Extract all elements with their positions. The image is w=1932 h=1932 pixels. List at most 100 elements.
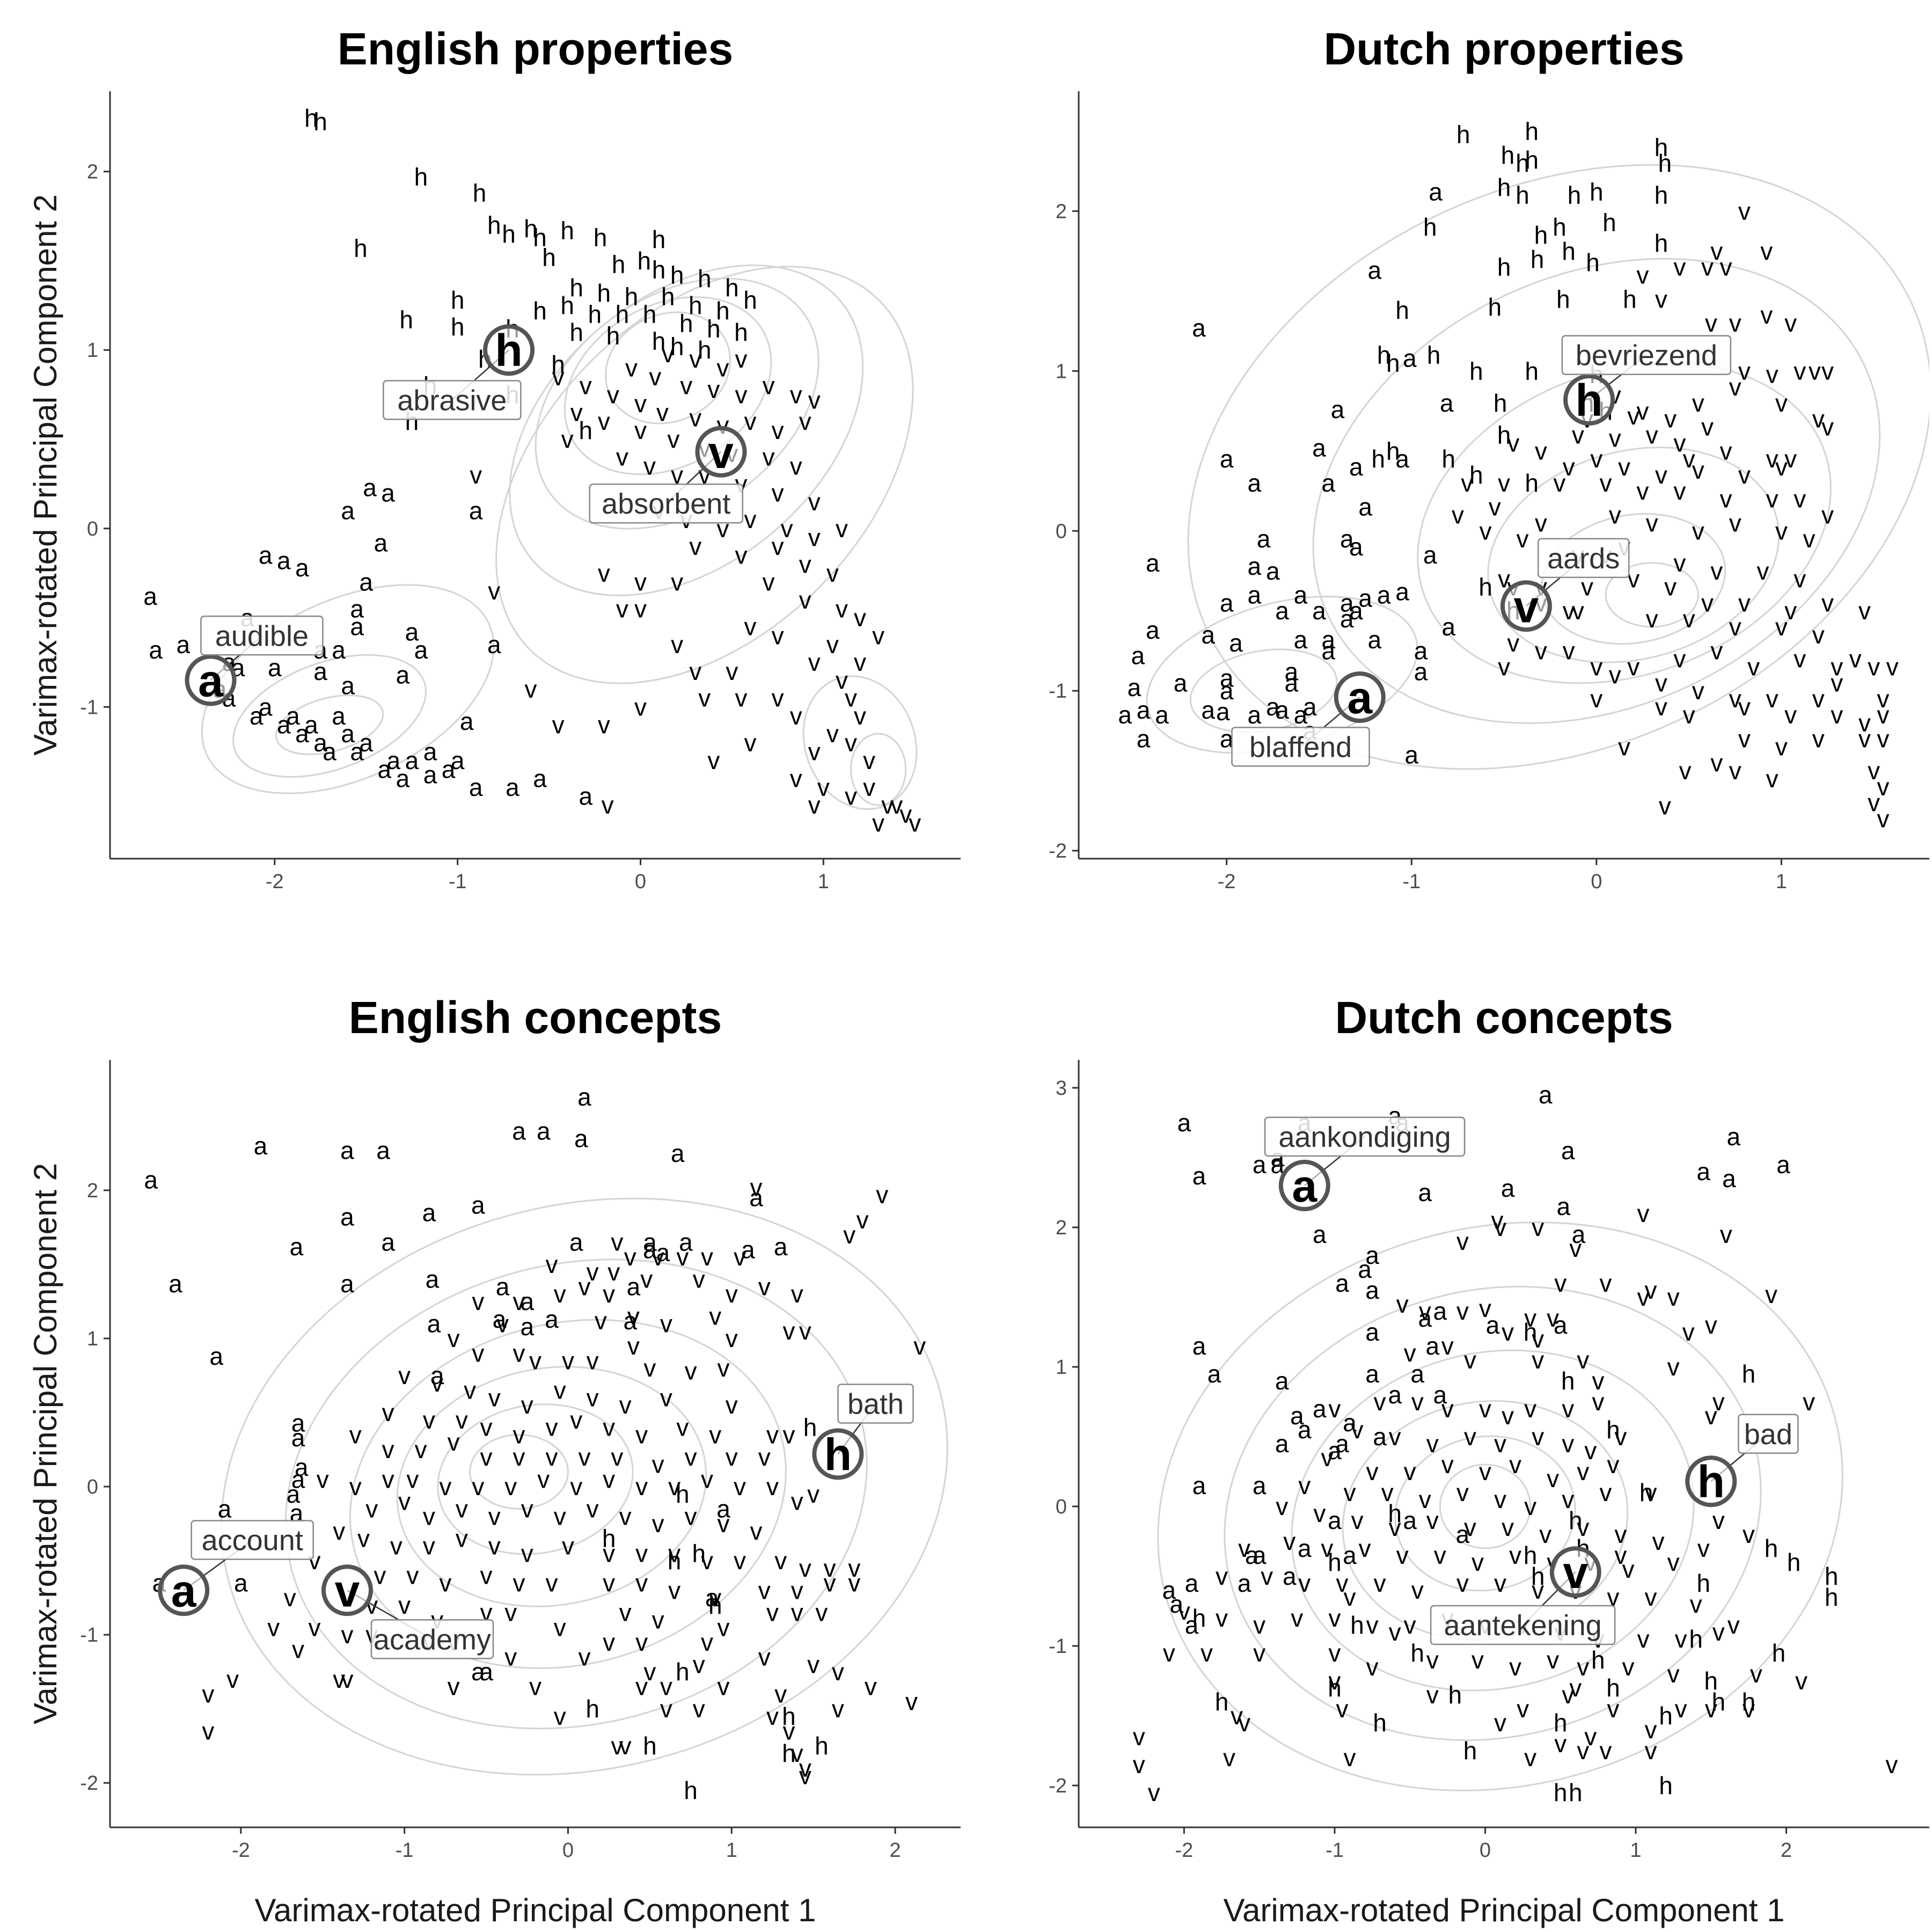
density-contour <box>396 1366 707 1607</box>
highlight-letter: h <box>495 325 522 376</box>
scatter-point-v: v <box>1683 701 1695 729</box>
scatter-point-v: v <box>790 380 802 408</box>
scatter-point-v: v <box>799 550 811 578</box>
scatter-point-v: v <box>668 1576 680 1604</box>
scatter-point-a: a <box>291 1424 305 1452</box>
y-axis-title: Varimax-rotated Principal Component 2 <box>27 1163 63 1724</box>
scatter-point-v: v <box>845 684 857 712</box>
scatter-point-v: v <box>1507 629 1519 657</box>
highlight-ring <box>1549 1546 1601 1598</box>
highlight-ring <box>158 1564 210 1616</box>
scatter-point-v: v <box>734 1473 746 1501</box>
scatter-point-v: v <box>1794 357 1806 385</box>
scatter-point-a: a <box>1441 613 1455 641</box>
scatter-point-h: h <box>560 291 574 319</box>
scatter-point-h: h <box>679 309 693 337</box>
scatter-point-a: a <box>277 711 291 739</box>
scatter-point-v: v <box>1757 557 1769 585</box>
scatter-point-v: v <box>1238 1709 1250 1737</box>
scatter-point-v: v <box>726 1280 738 1308</box>
scatter-point-v: v <box>431 1369 443 1397</box>
scatter-point-a: a <box>1403 345 1417 372</box>
scatter-point-a: a <box>377 756 391 784</box>
scatter-point-v: v <box>807 1480 819 1508</box>
scatter-point-a: a <box>286 702 300 730</box>
scatter-point-v: v <box>365 1495 378 1523</box>
scatter-point-v: v <box>1705 1402 1717 1430</box>
highlight-ring <box>695 426 747 478</box>
scatter-point-v: v <box>1524 1395 1536 1423</box>
scatter-point-h: h <box>588 301 602 328</box>
scatter-point-a: a <box>1456 1520 1470 1548</box>
scatter-point-a: a <box>1275 1430 1289 1458</box>
scatter-point-v: v <box>1590 685 1602 713</box>
scatter-point-v: v <box>1659 792 1671 820</box>
scatter-point-v: v <box>848 1569 860 1597</box>
scatter-point-a: a <box>1128 674 1141 701</box>
scatter-point-v: v <box>545 1443 558 1471</box>
scatter-point-v: v <box>1569 1234 1582 1262</box>
scatter-point-v: v <box>1738 197 1751 225</box>
y-tick-label: -1 <box>80 1624 98 1646</box>
scatter-point-h: h <box>1497 253 1511 281</box>
scatter-point-v: v <box>1692 389 1704 417</box>
scatter-point-v: v <box>513 1421 525 1448</box>
scatter-point-v: v <box>689 345 701 373</box>
scatter-point-v: v <box>1812 725 1825 753</box>
scatter-point-v: v <box>763 443 775 471</box>
scatter-point-v: v <box>726 1391 738 1419</box>
scatter-point-v: v <box>1434 1541 1446 1569</box>
scatter-point-v: v <box>1283 1527 1296 1555</box>
scatter-point-a: a <box>426 1265 440 1293</box>
scatter-point-v: v <box>1710 749 1723 777</box>
scatter-point-h: h <box>725 274 739 302</box>
scatter-point-v: v <box>718 1354 730 1382</box>
scatter-point-h: h <box>743 286 757 314</box>
scatter-point-v: v <box>1885 1751 1898 1779</box>
scatter-point-a: a <box>1177 1109 1191 1137</box>
scatter-point-a: a <box>512 1117 526 1145</box>
scatter-point-a: a <box>1220 677 1234 705</box>
scatter-point-v: v <box>701 1243 713 1271</box>
scatter-point-v: v <box>863 773 875 801</box>
scatter-point-v: v <box>1645 1583 1657 1611</box>
scatter-point-v: v <box>1637 1625 1649 1653</box>
scatter-point-h: h <box>1457 120 1470 148</box>
scatter-point-a: a <box>1423 541 1437 569</box>
scatter-point-v: v <box>1821 357 1834 385</box>
scatter-point-v: v <box>1404 1611 1416 1639</box>
scatter-point-a: a <box>1429 178 1443 206</box>
scatter-point-h: h <box>692 1539 706 1567</box>
scatter-point-v: v <box>660 1695 672 1723</box>
scatter-point-a: a <box>577 1083 591 1111</box>
scatter-point-v: v <box>1710 237 1723 265</box>
scatter-point-v: v <box>1491 1206 1503 1234</box>
scatter-point-v: v <box>1479 1395 1491 1423</box>
scatter-point-v: v <box>1572 597 1584 625</box>
y-axis-title: Varimax-rotated Principal Component 2 <box>27 194 63 756</box>
scatter-point-a: a <box>1290 1402 1304 1430</box>
scatter-point-h: h <box>698 336 712 364</box>
density-contour <box>437 1403 634 1555</box>
scatter-point-v: v <box>709 1421 721 1448</box>
scatter-point-v: v <box>1554 1269 1567 1297</box>
panel-title: English properties <box>338 24 733 74</box>
scatter-point-v: v <box>1614 1423 1627 1451</box>
scatter-point-v: v <box>480 1414 493 1441</box>
panel-title: Dutch concepts <box>1335 992 1673 1043</box>
scatter-point-v: v <box>488 1502 501 1530</box>
scatter-point-h: h <box>1623 285 1637 313</box>
scatter-point-v: v <box>341 1621 353 1649</box>
scatter-point-h: h <box>1556 285 1570 313</box>
scatter-point-v: v <box>640 1265 653 1293</box>
density-contour <box>1394 1435 1576 1592</box>
scatter-point-v: v <box>1868 789 1880 817</box>
scatter-point-v: v <box>1441 1332 1454 1360</box>
scatter-point-h: h <box>1562 237 1576 265</box>
scatter-point-a: a <box>1192 1332 1206 1360</box>
scatter-point-v: v <box>782 1421 795 1448</box>
scatter-point-v: v <box>1457 1227 1469 1255</box>
scatter-point-v: v <box>808 386 821 414</box>
